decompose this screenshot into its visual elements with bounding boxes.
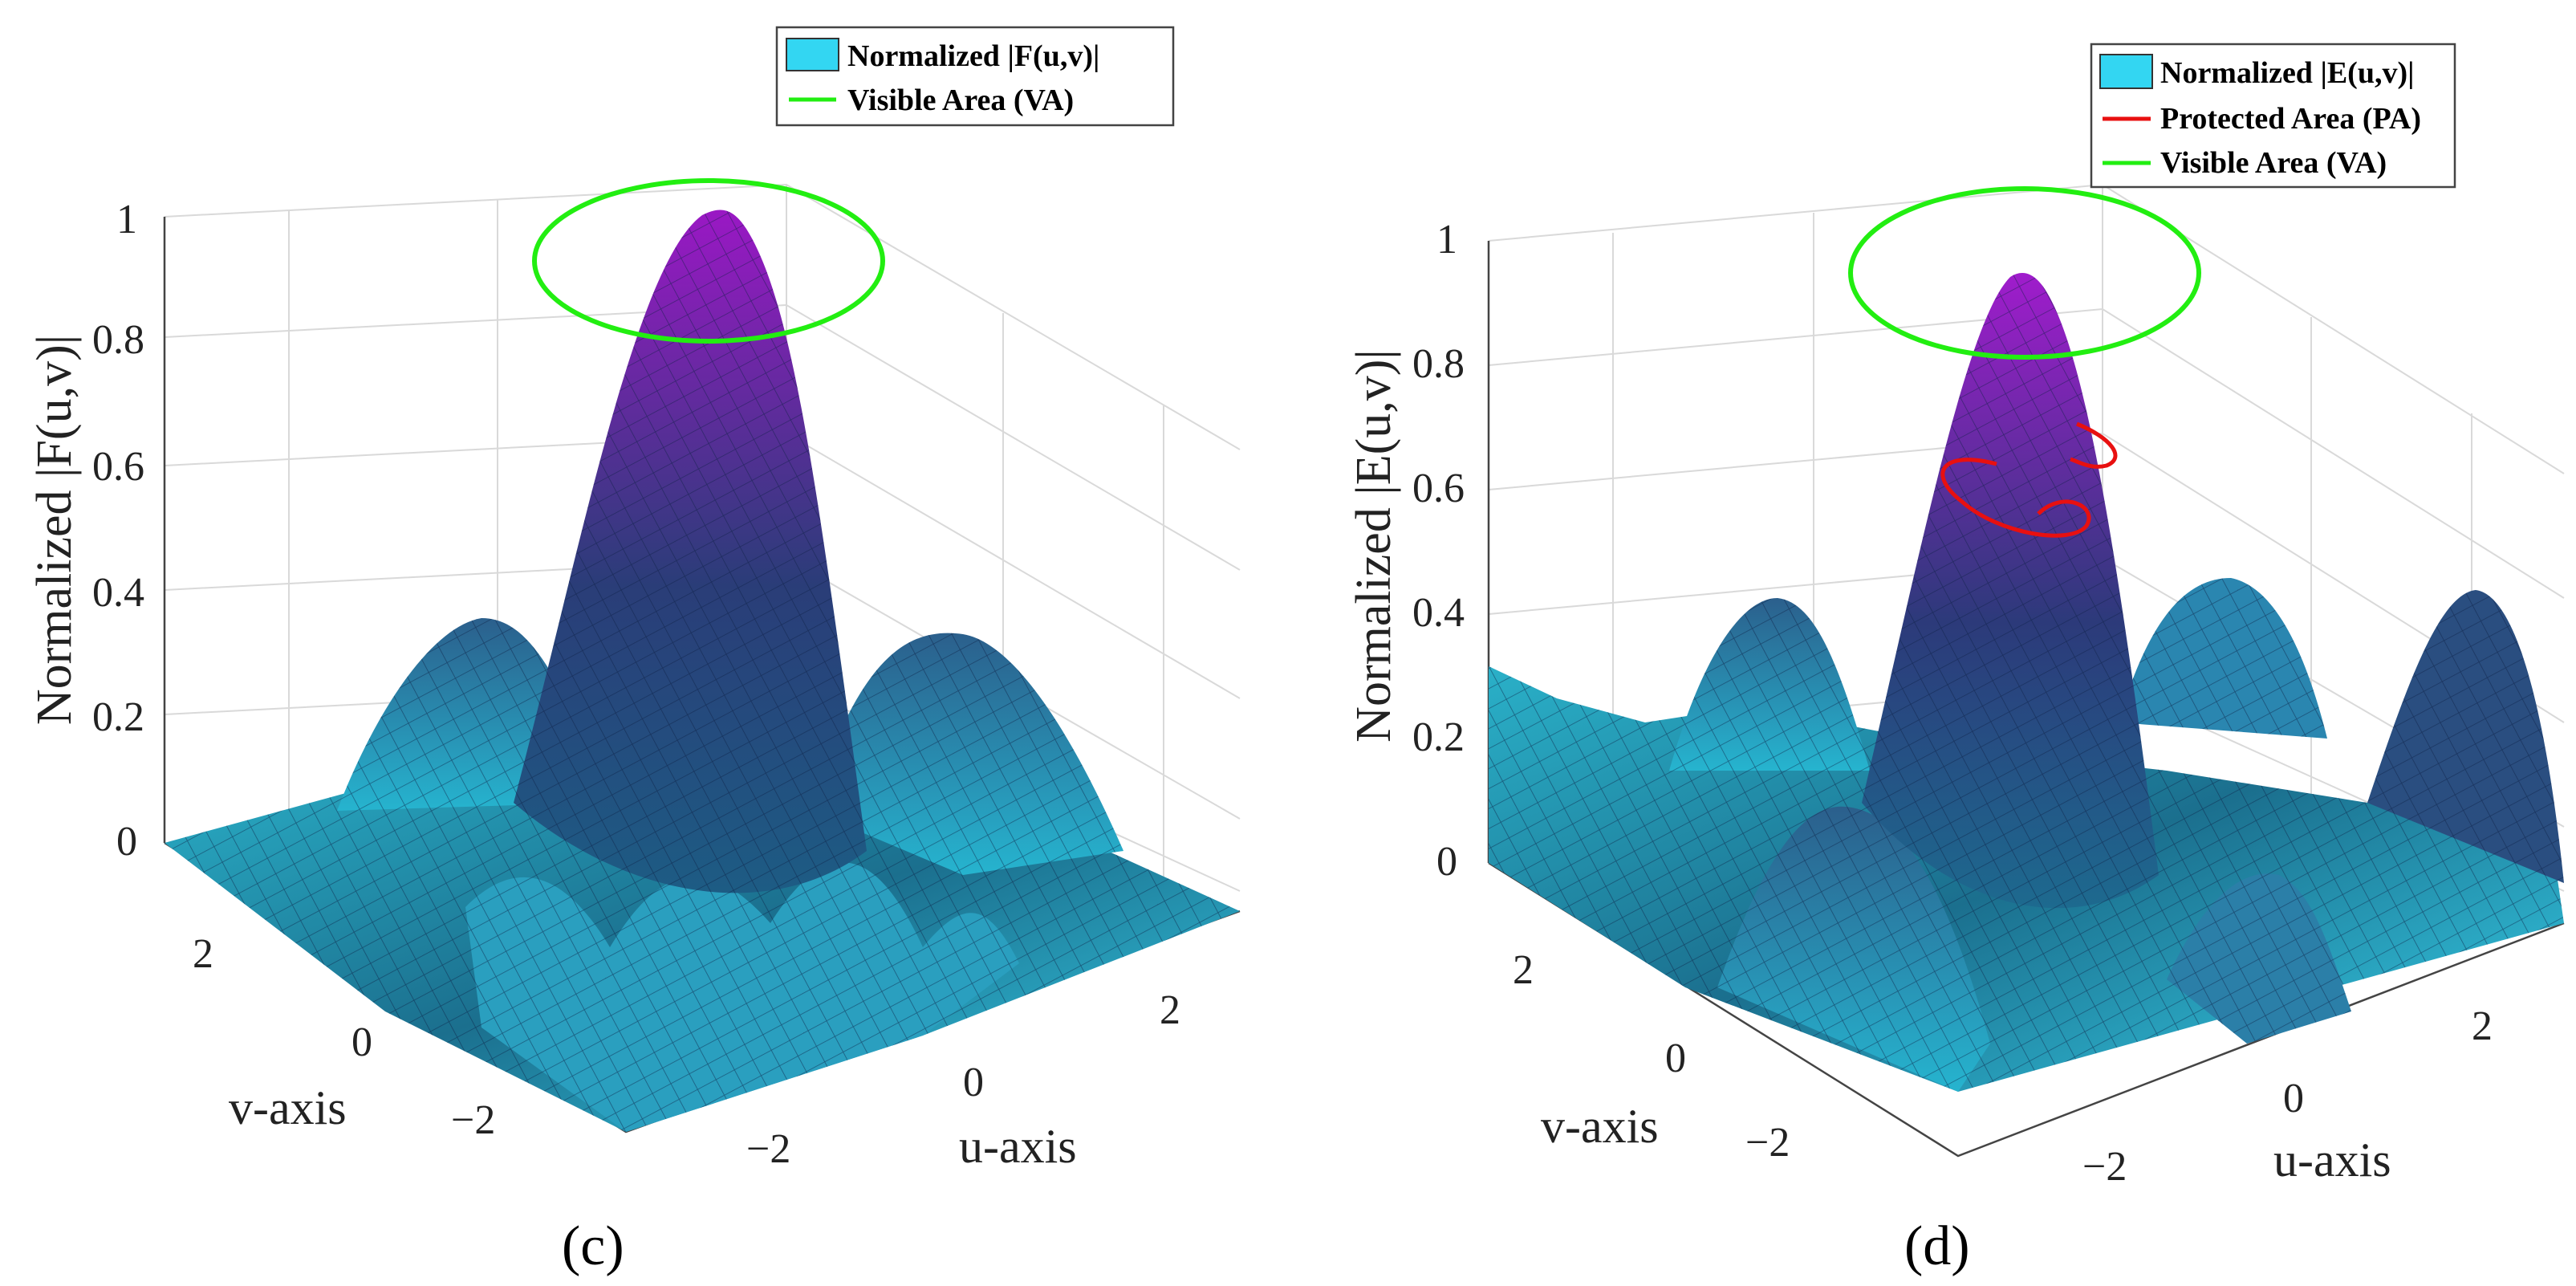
z-tick-label: 0.4 [92, 570, 144, 616]
caption-c: (c) [562, 1215, 624, 1277]
v-tick-label: −2 [1745, 1120, 1790, 1166]
z-tick-label: 0.6 [1412, 466, 1465, 511]
v-tick-label: −2 [451, 1097, 495, 1143]
surface-plot-d: 0 0.2 0.4 0.6 0.8 1 Normalized |E(u,v)| … [1347, 43, 2565, 1277]
v-axis-ticks-c: 2 0 −2 [193, 931, 495, 1143]
protected-area-ring-d [1940, 421, 2118, 538]
z-tick-label: 0.2 [92, 694, 144, 740]
surface-c [165, 210, 1240, 1132]
u-axis-label-c: u-axis [959, 1120, 1077, 1173]
z-axis-ticks-d: 0 0.2 0.4 0.6 0.8 1 [1412, 217, 1465, 885]
z-axis-label-c: Normalized |F(u,v)| [27, 335, 82, 725]
legend-d: Normalized |E(u,v)| Protected Area (PA) … [2090, 43, 2456, 189]
u-axis-ticks-c: −2 0 2 [746, 987, 1180, 1172]
z-tick-label: 0 [116, 819, 137, 865]
legend-label: Normalized |F(u,v)| [847, 39, 1099, 73]
u-tick-label: 0 [2283, 1076, 2304, 1121]
v-axis-label-c: v-axis [229, 1081, 347, 1134]
v-axis-label-d: v-axis [1541, 1100, 1659, 1153]
v-tick-label: 0 [1665, 1036, 1686, 1081]
u-tick-label: −2 [746, 1126, 790, 1172]
legend-swatch-surface [2099, 54, 2153, 89]
u-axis-ticks-d: −2 0 2 [2082, 1003, 2493, 1190]
legend-label: Normalized |E(u,v)| [2160, 56, 2414, 90]
z-tick-label: 0.6 [92, 444, 144, 490]
z-tick-label: 0.2 [1412, 714, 1465, 760]
u-axis-label-d: u-axis [2273, 1133, 2391, 1186]
z-axis-ticks-c: 0 0.2 0.4 0.6 0.8 1 [92, 197, 144, 865]
visible-area-ring-d [1848, 186, 2201, 360]
z-tick-label: 0 [1436, 839, 1457, 885]
legend-label: Protected Area (PA) [2160, 102, 2421, 136]
legend-c: Normalized |F(u,v)| Visible Area (VA) [775, 26, 1175, 127]
surface-d [1489, 273, 2564, 1092]
u-tick-label: 2 [2472, 1003, 2493, 1049]
legend-label: Visible Area (VA) [847, 83, 1074, 117]
z-tick-label: 0.8 [92, 317, 144, 363]
u-tick-label: 0 [963, 1060, 984, 1105]
z-tick-label: 0.8 [1412, 341, 1465, 387]
v-axis-ticks-d: 2 0 −2 [1513, 947, 1790, 1166]
v-tick-label: 2 [1513, 947, 1534, 993]
legend-swatch-surface [786, 38, 839, 71]
v-tick-label: 0 [351, 1019, 372, 1065]
u-tick-label: −2 [2082, 1144, 2127, 1190]
surface-plot-c: 0 0.2 0.4 0.6 0.8 1 Normalized |F(u,v)| … [27, 26, 1241, 1277]
z-tick-label: 0.4 [1412, 590, 1465, 636]
z-tick-label: 1 [1436, 217, 1457, 262]
v-tick-label: 2 [193, 931, 213, 977]
z-tick-label: 1 [116, 197, 137, 242]
u-tick-label: 2 [1160, 987, 1180, 1033]
caption-d: (d) [1904, 1215, 1970, 1277]
z-axis-label-d: Normalized |E(u,v)| [1347, 349, 1401, 743]
visible-area-ring-c [532, 178, 885, 344]
legend-label: Visible Area (VA) [2160, 146, 2387, 180]
